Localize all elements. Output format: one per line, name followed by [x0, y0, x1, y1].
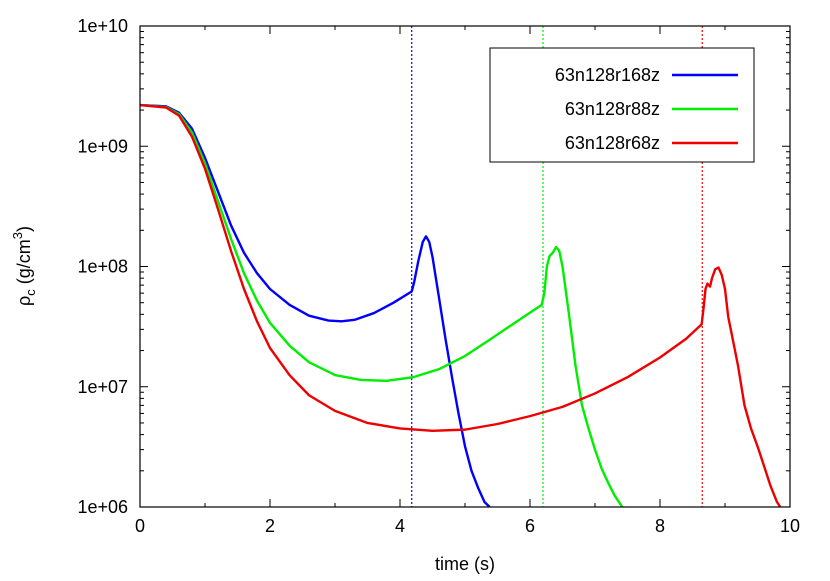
y-axis-title-superscript: 3 [10, 232, 25, 239]
series-line [140, 103, 491, 507]
legend-label: 63n128r168z [555, 65, 660, 85]
y-tick-label: 1e+10 [77, 16, 128, 36]
x-axis-title: time (s) [435, 554, 495, 574]
y-axis-title-subscript: c [23, 289, 38, 296]
x-tick-label: 6 [525, 516, 535, 536]
y-axis-title-unit-open: (g/cm [14, 239, 34, 289]
series-lines [140, 103, 782, 507]
y-axis-title-unit-close: ) [14, 226, 34, 232]
y-axis-ticks: 1e+06 1e+07 1e+08 1e+09 1e+10 [77, 16, 790, 517]
y-tick-label: 1e+08 [77, 257, 128, 277]
legend-entries: 63n128r168z 63n128r88z 63n128r68z [555, 65, 738, 153]
y-tick-label: 1e+07 [77, 377, 128, 397]
x-tick-label: 4 [395, 516, 405, 536]
series-line [140, 103, 782, 507]
legend-label: 63n128r88z [565, 99, 660, 119]
y-tick-label: 1e+06 [77, 497, 128, 517]
x-tick-label: 10 [780, 516, 800, 536]
series-line [140, 103, 624, 507]
y-tick-label: 1e+09 [77, 136, 128, 156]
x-tick-label: 8 [655, 516, 665, 536]
y-axis-title-main: ρ [14, 296, 34, 306]
legend-label: 63n128r68z [565, 133, 660, 153]
x-tick-label: 0 [135, 516, 145, 536]
x-tick-label: 2 [265, 516, 275, 536]
x-axis-ticks: 0 2 4 6 8 10 [135, 26, 800, 536]
y-axis-title: ρc (g/cm3) [10, 226, 38, 306]
legend: 63n128r168z 63n128r88z 63n128r68z [489, 47, 755, 163]
